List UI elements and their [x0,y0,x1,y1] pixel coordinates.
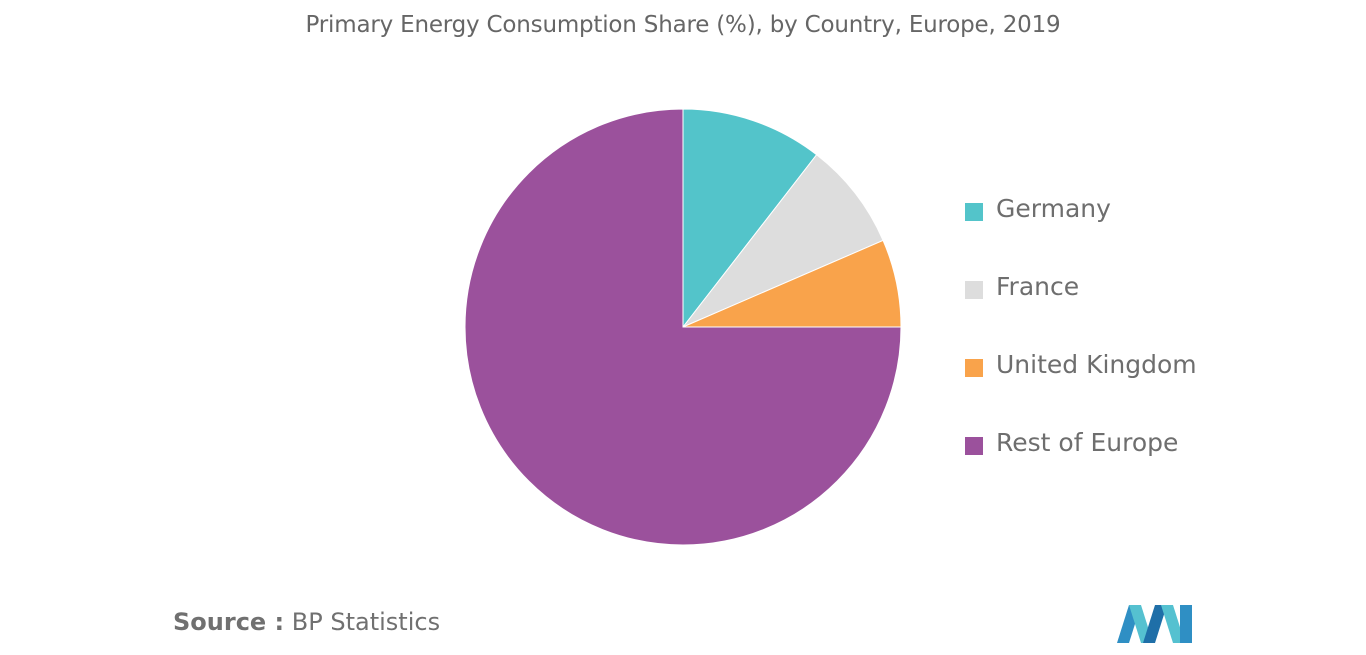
pie-slice-france [682,154,884,328]
source-value: BP Statistics [291,608,441,636]
legend-label: France [996,272,1080,301]
mordor-intelligence-logo-icon [1117,605,1192,643]
pie-slice-rest-of-europe [464,108,902,546]
legend-swatch [965,359,983,377]
legend-label: Rest of Europe [996,428,1179,457]
pie-slice-germany [682,108,818,329]
legend-swatch [965,203,983,221]
pie-slices [464,108,902,546]
chart-title: Primary Energy Consumption Share (%), by… [305,12,1061,38]
legend-label: Germany [996,194,1111,223]
source-label: Source : [173,608,285,636]
legend-swatch [965,437,983,455]
legend-label: United Kingdom [996,350,1197,379]
legend-swatch [965,281,983,299]
source-note: Source : BP Statistics [173,608,440,636]
